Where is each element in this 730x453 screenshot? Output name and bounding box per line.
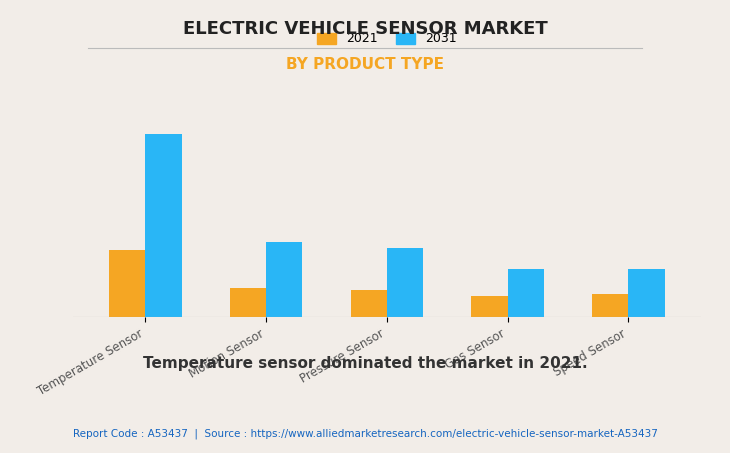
- Bar: [592, 294, 629, 317]
- Bar: [387, 248, 423, 317]
- Bar: [110, 251, 145, 317]
- Text: BY PRODUCT TYPE: BY PRODUCT TYPE: [286, 57, 444, 72]
- Bar: [266, 242, 302, 317]
- Bar: [629, 269, 664, 317]
- Bar: [507, 269, 544, 317]
- Legend: 2021, 2031: 2021, 2031: [312, 28, 461, 50]
- Text: Report Code : A53437  |  Source : https://www.alliedmarketresearch.com/electric-: Report Code : A53437 | Source : https://…: [72, 428, 658, 439]
- Text: ELECTRIC VEHICLE SENSOR MARKET: ELECTRIC VEHICLE SENSOR MARKET: [182, 20, 548, 39]
- Bar: [145, 134, 182, 317]
- Bar: [472, 296, 507, 317]
- Bar: [350, 290, 387, 317]
- Bar: [230, 288, 266, 317]
- Text: Temperature sensor dominated the market in 2021.: Temperature sensor dominated the market …: [142, 356, 588, 371]
